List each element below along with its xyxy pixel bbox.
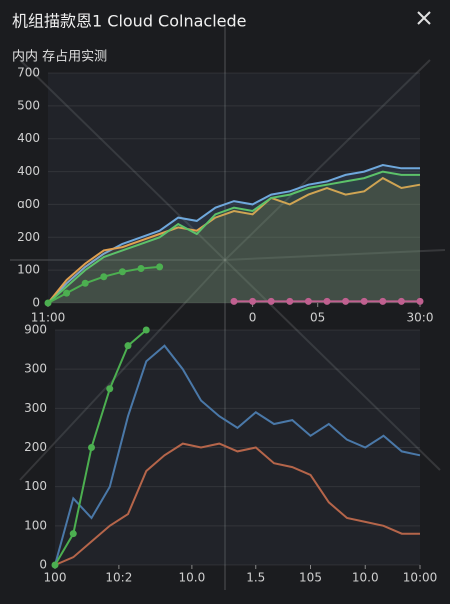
x-tick-label: 11:00 <box>31 311 66 325</box>
y-tick-label: 700 <box>17 66 40 80</box>
point <box>249 297 257 305</box>
title: 机组描款恩1 Cloud Colnaclede <box>12 12 247 31</box>
y-tick-label: 200 <box>17 230 40 244</box>
x-tick-label: 10.0 <box>352 571 379 585</box>
y-tick-label: 900 <box>24 323 47 337</box>
y-tick-label: 0 <box>39 558 47 572</box>
x-tick-label: 05 <box>310 311 325 325</box>
x-tick-label: 10:00 <box>403 571 438 585</box>
series-line <box>54 442 420 566</box>
series-line <box>54 329 147 566</box>
point <box>379 297 387 305</box>
y-tick-label: 100 <box>24 518 47 532</box>
subtitle: 内内 存占用实测 <box>12 49 107 65</box>
x-tick-label: 1.5 <box>246 571 265 585</box>
point <box>124 342 132 350</box>
point <box>44 299 52 307</box>
point <box>230 297 238 305</box>
y-tick-label: ɑ00 <box>17 197 40 211</box>
plot-bg <box>55 330 420 565</box>
point <box>397 297 405 305</box>
point <box>51 561 59 569</box>
series-line <box>47 163 420 304</box>
y-tick-label: 500 <box>17 98 40 112</box>
point <box>142 326 150 334</box>
point <box>360 297 368 305</box>
point <box>88 444 95 451</box>
y-tick-label: 400 <box>17 131 40 145</box>
x-tick-label: 105 <box>299 571 322 585</box>
point <box>286 297 294 305</box>
point <box>106 385 114 393</box>
y-tick-label: 400 <box>17 164 40 178</box>
point <box>81 279 89 287</box>
y-tick-label: 100 <box>17 263 40 277</box>
point <box>100 273 108 281</box>
x-tick-label: 100 <box>44 571 67 585</box>
point <box>69 530 77 538</box>
point <box>416 297 424 305</box>
y-tick-label: 200 <box>24 440 47 454</box>
series-line <box>47 170 420 304</box>
point <box>304 297 312 305</box>
x-tick-label: 0 <box>249 311 257 325</box>
point <box>137 265 145 272</box>
point <box>156 263 164 271</box>
series-line <box>47 176 421 304</box>
x-tick-label: 10.0 <box>179 571 206 585</box>
y-tick-label: 100 <box>24 479 47 493</box>
close-button[interactable] <box>417 11 431 25</box>
y-tick-label: 0 <box>32 296 40 310</box>
point <box>63 289 71 297</box>
point <box>323 297 331 305</box>
x-tick-label: 10:2 <box>105 571 132 585</box>
point <box>267 297 275 305</box>
plot-bg <box>48 73 420 303</box>
y-tick-label: 300 <box>24 362 47 376</box>
point <box>118 268 126 276</box>
y-tick-label: 300 <box>24 401 47 415</box>
series-line <box>54 344 421 566</box>
point <box>342 297 350 305</box>
x-tick-label: 30:0 <box>407 311 434 325</box>
decor-streaks <box>10 20 446 590</box>
